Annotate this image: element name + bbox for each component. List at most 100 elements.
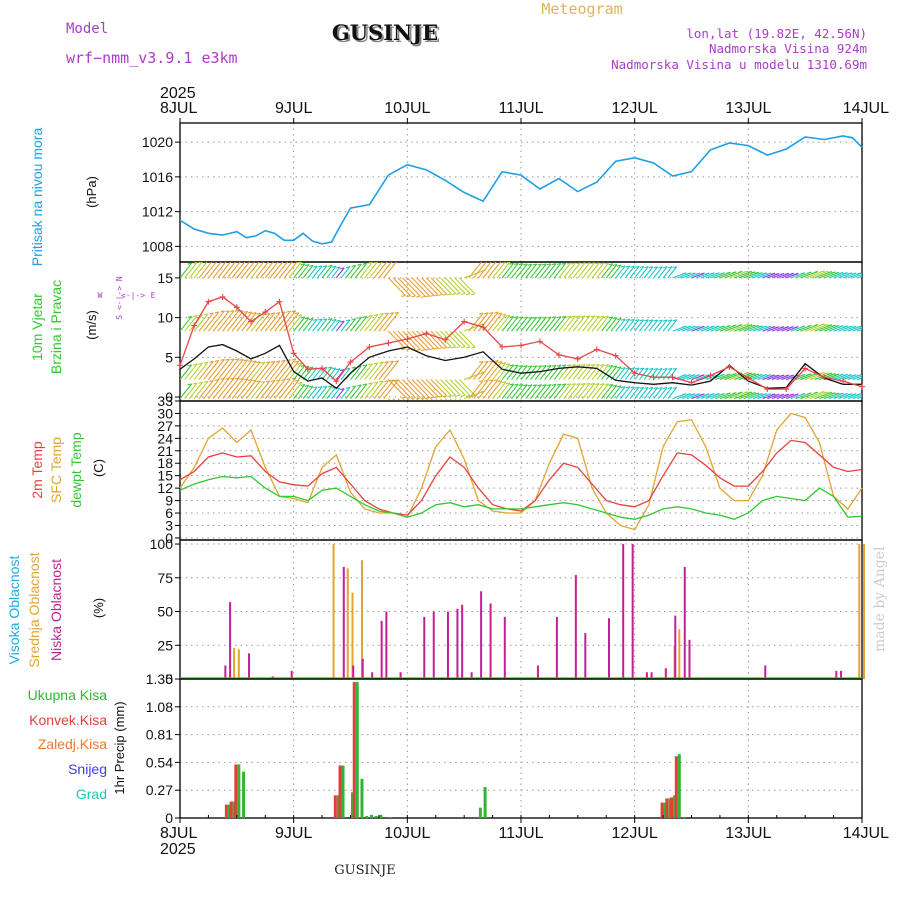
wind-arrowhead (384, 312, 389, 315)
wind-arrowhead (494, 311, 499, 314)
wind-arrow (539, 263, 552, 279)
wind-gust-marker (802, 365, 809, 372)
wind-arrow (857, 275, 862, 279)
wind-arrowhead (442, 293, 447, 296)
wind-gust-marker (518, 342, 524, 349)
wind-arrowhead (754, 324, 759, 328)
wind-arrowhead (518, 316, 523, 319)
wind-arrowhead (843, 392, 848, 396)
wind-arrowhead (537, 316, 542, 319)
wind-arrow (643, 368, 654, 380)
wind-arrowhead (351, 385, 356, 388)
wind-arrow (416, 330, 435, 349)
wind-arrow (577, 383, 591, 399)
wind-arrow (548, 316, 562, 332)
precip-convective-bar (234, 764, 238, 818)
wind-arrowhead (754, 392, 759, 395)
wind-arrow (487, 380, 503, 399)
wind-arrowhead (866, 394, 870, 395)
wind-arrow (236, 360, 253, 380)
precip-panel: 0 0.27 0.54 0.81 1.08 1.35 (146, 671, 863, 826)
wind-arrowhead (566, 383, 571, 386)
wind-gust-marker (319, 365, 326, 372)
wind-arrowhead (847, 374, 853, 377)
wind-arrow (359, 262, 373, 279)
wind-arrowhead (667, 266, 673, 269)
wind-arrowhead (265, 361, 270, 364)
wind-arrowhead (827, 271, 832, 274)
wind-arrow (553, 262, 567, 279)
wind-arrowhead (807, 271, 812, 274)
cloud-mid-bar (332, 544, 335, 679)
wind-arrowhead (639, 319, 644, 322)
wind-arrowhead (672, 266, 677, 269)
wind-arrowhead (691, 325, 696, 328)
wind-arrowhead (758, 272, 763, 275)
wind-arrowhead (271, 260, 275, 261)
wind-arrowhead (451, 293, 456, 296)
wind-arrowhead (234, 358, 240, 361)
bottom-day-label: 9JUL (275, 825, 312, 842)
precip-total-bar (668, 798, 672, 818)
wind-arrow (373, 312, 389, 332)
wind-arrow (454, 379, 471, 396)
wind-arrow (572, 262, 586, 279)
wind-arrow (425, 379, 443, 397)
wind-arrow (316, 386, 328, 399)
t2m-line (179, 439, 863, 516)
cloud-low-bar (835, 670, 838, 679)
model-altitude-text: Nadmorska Visina u modelu 1310.69m (611, 57, 867, 72)
precip-ytick-label: 1.08 (146, 699, 173, 715)
wind-arrow (335, 320, 345, 332)
wind-arrowhead (266, 260, 270, 261)
wind-arrowhead (379, 312, 384, 316)
wind-arrow (657, 368, 668, 380)
dew-ylabel: dewpt Temp (68, 432, 84, 507)
wind-arrow (852, 327, 862, 332)
wind-arrow (293, 263, 306, 279)
wind-arrow (548, 263, 562, 279)
wind-arrowhead (537, 263, 542, 266)
wind-arrowhead (187, 315, 192, 318)
wind-gust-marker (821, 374, 828, 381)
cloud-low-bar (631, 544, 634, 679)
wind-arrow (852, 375, 862, 381)
wind-arrow (297, 384, 310, 399)
wind-arrow (591, 383, 605, 399)
wind-arrowhead (644, 319, 649, 322)
wind-arrow (520, 384, 533, 399)
bottom-day-label: 8JUL (160, 825, 197, 842)
wind-arrow (582, 315, 596, 332)
wind-arrow (345, 318, 357, 332)
wind-arrow (217, 377, 235, 399)
cloud-low-bar (574, 575, 577, 679)
wind-arrowhead (247, 359, 253, 362)
cloud-low-bar (456, 608, 459, 679)
wind-arrowhead (561, 315, 566, 318)
wind-arrow (316, 265, 328, 279)
wind-arrow (662, 368, 673, 380)
wind-arrow (283, 360, 300, 380)
clouds-ytick-label: 25 (157, 637, 173, 653)
wind-arrowhead (653, 266, 658, 269)
wind-arrowhead (662, 387, 668, 390)
wind-arrowhead (345, 367, 351, 370)
wind-arrow (392, 277, 411, 297)
wind-arrow (605, 317, 618, 332)
wind-arrowhead (451, 346, 456, 349)
wind-arrowhead (395, 259, 399, 260)
wind-arrow (511, 316, 524, 332)
wind-arrowhead (336, 368, 341, 371)
wind-arrow (335, 267, 345, 279)
wind-arrowhead (345, 386, 351, 389)
compass-rose: S <-|-> N W E <-|-> (98, 276, 156, 320)
cloud-low-bar (607, 618, 610, 679)
wind-arrow (369, 262, 383, 279)
wind-arrowhead (835, 325, 840, 328)
wind-arrowhead (556, 364, 562, 367)
wind-arrow (250, 313, 266, 332)
wind-arrow (302, 265, 314, 279)
wind-arrow (350, 317, 362, 332)
wind-gust-marker (290, 350, 297, 357)
wind-gust-marker (248, 318, 255, 325)
